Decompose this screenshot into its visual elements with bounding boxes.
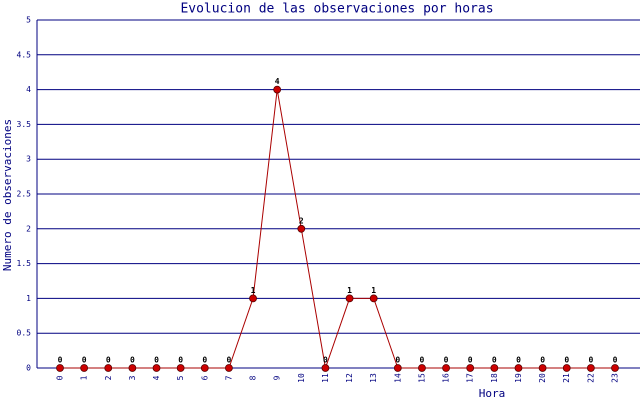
data-point bbox=[611, 364, 619, 372]
data-point bbox=[393, 364, 402, 372]
x-tick-label: 10 bbox=[297, 373, 306, 383]
data-label: 4 bbox=[275, 77, 280, 86]
chart-title: Evolucion de las observaciones por horas bbox=[180, 2, 493, 17]
y-tick-label: 5 bbox=[26, 16, 31, 25]
x-tick-label: 15 bbox=[417, 373, 426, 383]
x-tick-label: 16 bbox=[442, 373, 451, 383]
y-tick-label: 2 bbox=[26, 224, 31, 233]
data-label: 0 bbox=[613, 356, 618, 365]
data-line bbox=[60, 89, 615, 370]
data-point bbox=[562, 364, 571, 372]
data-point bbox=[225, 364, 233, 372]
x-tick-label: 7 bbox=[224, 375, 233, 380]
data-point bbox=[273, 85, 282, 94]
x-tick-label: 17 bbox=[466, 373, 475, 383]
y-tick-label: 4.5 bbox=[17, 50, 32, 59]
data-label: 0 bbox=[564, 356, 569, 365]
x-tick-label: 11 bbox=[321, 373, 330, 383]
data-label: 0 bbox=[492, 356, 497, 365]
x-tick-label: 5 bbox=[176, 375, 185, 380]
data-label: 0 bbox=[226, 356, 231, 365]
data-point bbox=[586, 364, 595, 372]
data-label: 0 bbox=[588, 356, 593, 365]
y-axis-label: Numero de observaciones bbox=[1, 119, 14, 271]
y-tick-label: 1.5 bbox=[17, 259, 32, 268]
data-point bbox=[442, 364, 450, 372]
data-point bbox=[249, 294, 257, 303]
data-label: 0 bbox=[468, 356, 473, 365]
data-point bbox=[466, 364, 475, 372]
data-label: 0 bbox=[444, 356, 449, 365]
data-point bbox=[80, 364, 89, 372]
data-label: 1 bbox=[347, 286, 352, 295]
data-point bbox=[345, 294, 354, 303]
data-label: 0 bbox=[540, 356, 545, 365]
data-label: 1 bbox=[371, 286, 376, 295]
x-tick-label: 1 bbox=[80, 375, 89, 380]
x-tick-label: 22 bbox=[586, 373, 595, 383]
x-tick-label: 19 bbox=[514, 373, 523, 383]
x-tick-label: 4 bbox=[152, 375, 161, 380]
data-label: 0 bbox=[516, 356, 521, 365]
data-label: 1 bbox=[251, 286, 256, 295]
x-tick-label: 2 bbox=[104, 375, 113, 380]
data-point bbox=[514, 364, 523, 372]
data-label: 0 bbox=[130, 356, 135, 365]
y-tick-label: 0 bbox=[26, 364, 31, 373]
data-point bbox=[104, 364, 113, 372]
x-tick-label: 13 bbox=[369, 373, 378, 383]
data-point bbox=[152, 364, 161, 372]
x-tick-label: 18 bbox=[490, 373, 499, 383]
y-tick-label: 4 bbox=[26, 85, 31, 94]
data-label: 0 bbox=[82, 356, 87, 365]
y-tick-label: 2.5 bbox=[17, 190, 32, 199]
x-tick-label: 0 bbox=[56, 375, 65, 380]
data-point bbox=[418, 364, 426, 372]
data-point bbox=[176, 364, 185, 372]
data-label: 2 bbox=[299, 216, 304, 225]
x-tick-label: 14 bbox=[393, 373, 402, 383]
y-tick-label: 1 bbox=[26, 294, 31, 303]
x-tick-label: 8 bbox=[249, 375, 258, 380]
data-point bbox=[369, 294, 378, 303]
data-point bbox=[321, 364, 330, 372]
x-axis-label: Hora bbox=[479, 387, 506, 400]
data-label: 0 bbox=[420, 356, 425, 365]
data-point bbox=[490, 364, 499, 372]
data-point bbox=[56, 364, 64, 372]
data-point bbox=[538, 364, 547, 372]
y-tick-label: 0.5 bbox=[17, 329, 32, 338]
data-label: 0 bbox=[395, 356, 400, 365]
data-label: 0 bbox=[58, 356, 63, 365]
x-tick-label: 12 bbox=[345, 373, 354, 383]
data-point bbox=[200, 364, 209, 372]
data-point bbox=[297, 224, 306, 233]
x-tick-label: 6 bbox=[200, 375, 209, 380]
data-label: 0 bbox=[323, 356, 328, 365]
y-tick-label: 3 bbox=[26, 155, 31, 164]
x-tick-label: 9 bbox=[273, 375, 282, 380]
y-tick-label: 3.5 bbox=[17, 120, 32, 129]
x-tick-label: 23 bbox=[611, 373, 620, 383]
data-point bbox=[128, 364, 137, 372]
data-label: 0 bbox=[178, 356, 183, 365]
data-label: 0 bbox=[154, 356, 159, 365]
data-label: 0 bbox=[106, 356, 111, 365]
x-tick-label: 3 bbox=[128, 375, 137, 380]
data-label: 0 bbox=[202, 356, 207, 365]
x-tick-label: 21 bbox=[562, 373, 571, 383]
x-tick-label: 20 bbox=[538, 373, 547, 383]
